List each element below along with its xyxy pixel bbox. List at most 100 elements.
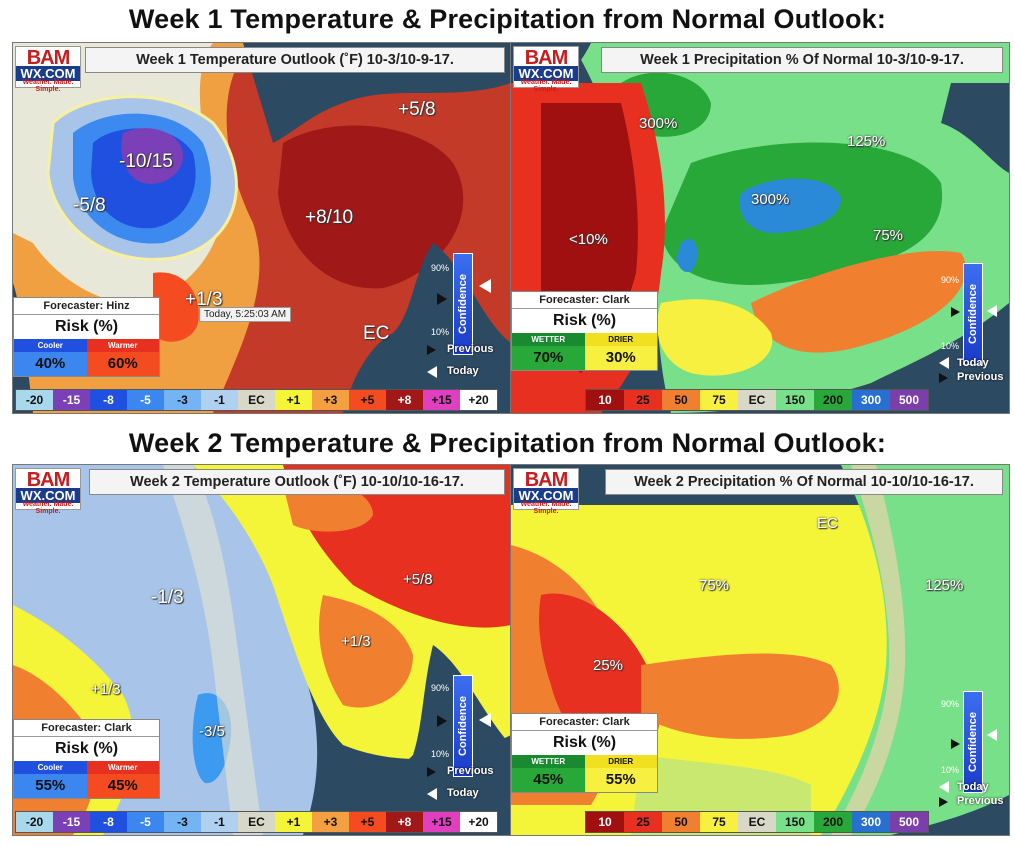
legend-swatch: EC bbox=[238, 390, 275, 410]
risk-drier-value: 55% bbox=[584, 768, 657, 792]
week2-heading: Week 2 Temperature & Precipitation from … bbox=[128, 428, 887, 458]
risk-title: Risk (%) bbox=[552, 312, 617, 329]
legend-swatch: 25 bbox=[624, 390, 662, 410]
confidence-bottom: 10% bbox=[431, 749, 450, 759]
legend-swatch: 500 bbox=[890, 812, 928, 832]
week1-heading: Week 1 Temperature & Precipitation from … bbox=[128, 4, 887, 34]
legend-swatch: +1 bbox=[275, 812, 312, 832]
legend-swatch: 500 bbox=[890, 390, 928, 410]
confidence-bottom: 10% bbox=[431, 327, 450, 337]
legend-swatch: +15 bbox=[423, 812, 460, 832]
confidence-label: Confidence bbox=[457, 696, 469, 756]
legend-swatch: 75 bbox=[700, 390, 738, 410]
week1-precipitation-panel: BAM WX.COM Weather. Made. Simple. Week 1… bbox=[510, 42, 1010, 414]
map-label: EC bbox=[363, 323, 390, 344]
map-label: 25% bbox=[593, 657, 624, 674]
bam-logo: BAM WX.COM Weather. Made. Simple. bbox=[15, 468, 81, 515]
logo-bam-text: BAM bbox=[26, 469, 71, 491]
legend-swatch: -1 bbox=[201, 390, 238, 410]
week1-temperature-panel: BAM WX.COM Weather. Made. Simple. Week 1… bbox=[12, 42, 512, 414]
legend-swatch: -15 bbox=[53, 812, 90, 832]
legend-swatch: -20 bbox=[16, 812, 53, 832]
temperature-legend: -20 -15 -8 -5 -3 -1 EC +1 +3 +5 +8 +15 +20 bbox=[15, 389, 498, 411]
legend-swatch: 75 bbox=[700, 812, 738, 832]
today-marker-icon bbox=[987, 729, 997, 741]
logo-wx-text: WX.COM bbox=[514, 488, 578, 503]
legend-swatch: -5 bbox=[127, 390, 164, 410]
legend-swatch: 25 bbox=[624, 812, 662, 832]
risk-box: Forecaster: Clark Risk (%) Cooler Warmer… bbox=[13, 719, 160, 799]
today-label: Today bbox=[957, 781, 989, 793]
map-label: <10% bbox=[569, 231, 608, 248]
legend-swatch: 300 bbox=[852, 812, 890, 832]
risk-cooler-value: 40% bbox=[14, 352, 87, 376]
legend-swatch: 200 bbox=[814, 812, 852, 832]
risk-title: Risk (%) bbox=[54, 318, 119, 335]
legend-swatch: -1 bbox=[201, 812, 238, 832]
map-label: 125% bbox=[847, 133, 886, 150]
map-label: +1/3 bbox=[91, 681, 121, 698]
legend-swatch: +8 bbox=[386, 390, 423, 410]
logo-bam-text: BAM bbox=[26, 47, 71, 69]
confidence-bottom: 10% bbox=[941, 341, 960, 351]
today-marker-icon bbox=[479, 279, 491, 293]
logo-tagline: Weather. Made. Simple. bbox=[22, 501, 74, 515]
legend-swatch: 150 bbox=[776, 390, 814, 410]
risk-cooler-value: 55% bbox=[14, 774, 87, 798]
previous-key-icon bbox=[427, 345, 436, 355]
map-label: EC bbox=[817, 515, 838, 532]
risk-box: Forecaster: Hinz Risk (%) Cooler Warmer … bbox=[13, 297, 160, 377]
today-key-icon bbox=[427, 366, 437, 378]
precipitation-legend: 10 25 50 75 EC 150 200 300 500 bbox=[585, 811, 929, 833]
today-key-icon bbox=[427, 788, 437, 800]
today-marker-icon bbox=[479, 713, 491, 727]
risk-wetter-label: WETTER bbox=[512, 755, 585, 768]
legend-swatch: -5 bbox=[127, 812, 164, 832]
legend-swatch: -20 bbox=[16, 390, 53, 410]
today-label: Today bbox=[447, 365, 479, 377]
legend-swatch: EC bbox=[238, 812, 275, 832]
today-label: Today bbox=[447, 787, 479, 799]
logo-bam-text: BAM bbox=[524, 47, 569, 69]
confidence-label: Confidence bbox=[457, 274, 469, 334]
risk-box: Forecaster: Clark Risk (%) WETTER DRIER … bbox=[511, 713, 658, 793]
previous-marker-icon bbox=[951, 307, 960, 317]
legend-swatch: -8 bbox=[90, 390, 127, 410]
legend-swatch: +5 bbox=[349, 812, 386, 832]
panel-title: Week 2 Temperature Outlook (˚F) 10-10/10… bbox=[89, 469, 505, 495]
risk-drier-label: DRIER bbox=[584, 333, 657, 346]
confidence-top: 90% bbox=[431, 683, 450, 693]
forecaster-label: Forecaster: Clark bbox=[512, 714, 657, 731]
risk-warmer-label: Warmer bbox=[86, 761, 159, 774]
map-label: 300% bbox=[751, 191, 790, 208]
previous-marker-icon bbox=[437, 293, 447, 305]
map-label: -10/15 bbox=[119, 151, 173, 172]
legend-swatch: +3 bbox=[312, 390, 349, 410]
panel-title: Week 1 Precipitation % Of Normal 10-3/10… bbox=[601, 47, 1003, 73]
today-key-icon bbox=[939, 357, 949, 369]
previous-marker-icon bbox=[437, 715, 447, 727]
logo-bam-text: BAM bbox=[524, 469, 569, 491]
legend-swatch: 150 bbox=[776, 812, 814, 832]
week1-temperature-map bbox=[13, 43, 511, 413]
legend-swatch: EC bbox=[738, 812, 776, 832]
confidence-top: 90% bbox=[431, 263, 450, 273]
legend-swatch: -3 bbox=[164, 390, 201, 410]
previous-label: Previous bbox=[447, 765, 494, 777]
today-marker-icon bbox=[987, 305, 997, 317]
risk-warmer-value: 45% bbox=[86, 774, 159, 798]
previous-label: Previous bbox=[447, 343, 494, 355]
risk-cooler-label: Cooler bbox=[14, 761, 87, 774]
map-label: -1/3 bbox=[151, 587, 184, 608]
confidence-bar: Confidence bbox=[453, 675, 473, 777]
logo-tagline: Weather. Made. Simple. bbox=[520, 501, 572, 515]
map-label: -5/8 bbox=[73, 195, 106, 216]
confidence-bar: Confidence bbox=[963, 263, 983, 365]
forecaster-label: Forecaster: Clark bbox=[14, 720, 159, 737]
legend-swatch: +20 bbox=[460, 812, 497, 832]
confidence-bar: Confidence bbox=[453, 253, 473, 355]
legend-swatch: 10 bbox=[586, 812, 624, 832]
logo-tagline: Weather. Made. Simple. bbox=[520, 79, 572, 93]
logo-wx-text: WX.COM bbox=[16, 66, 80, 81]
week2-temperature-panel: BAM WX.COM Weather. Made. Simple. Week 2… bbox=[12, 464, 512, 836]
